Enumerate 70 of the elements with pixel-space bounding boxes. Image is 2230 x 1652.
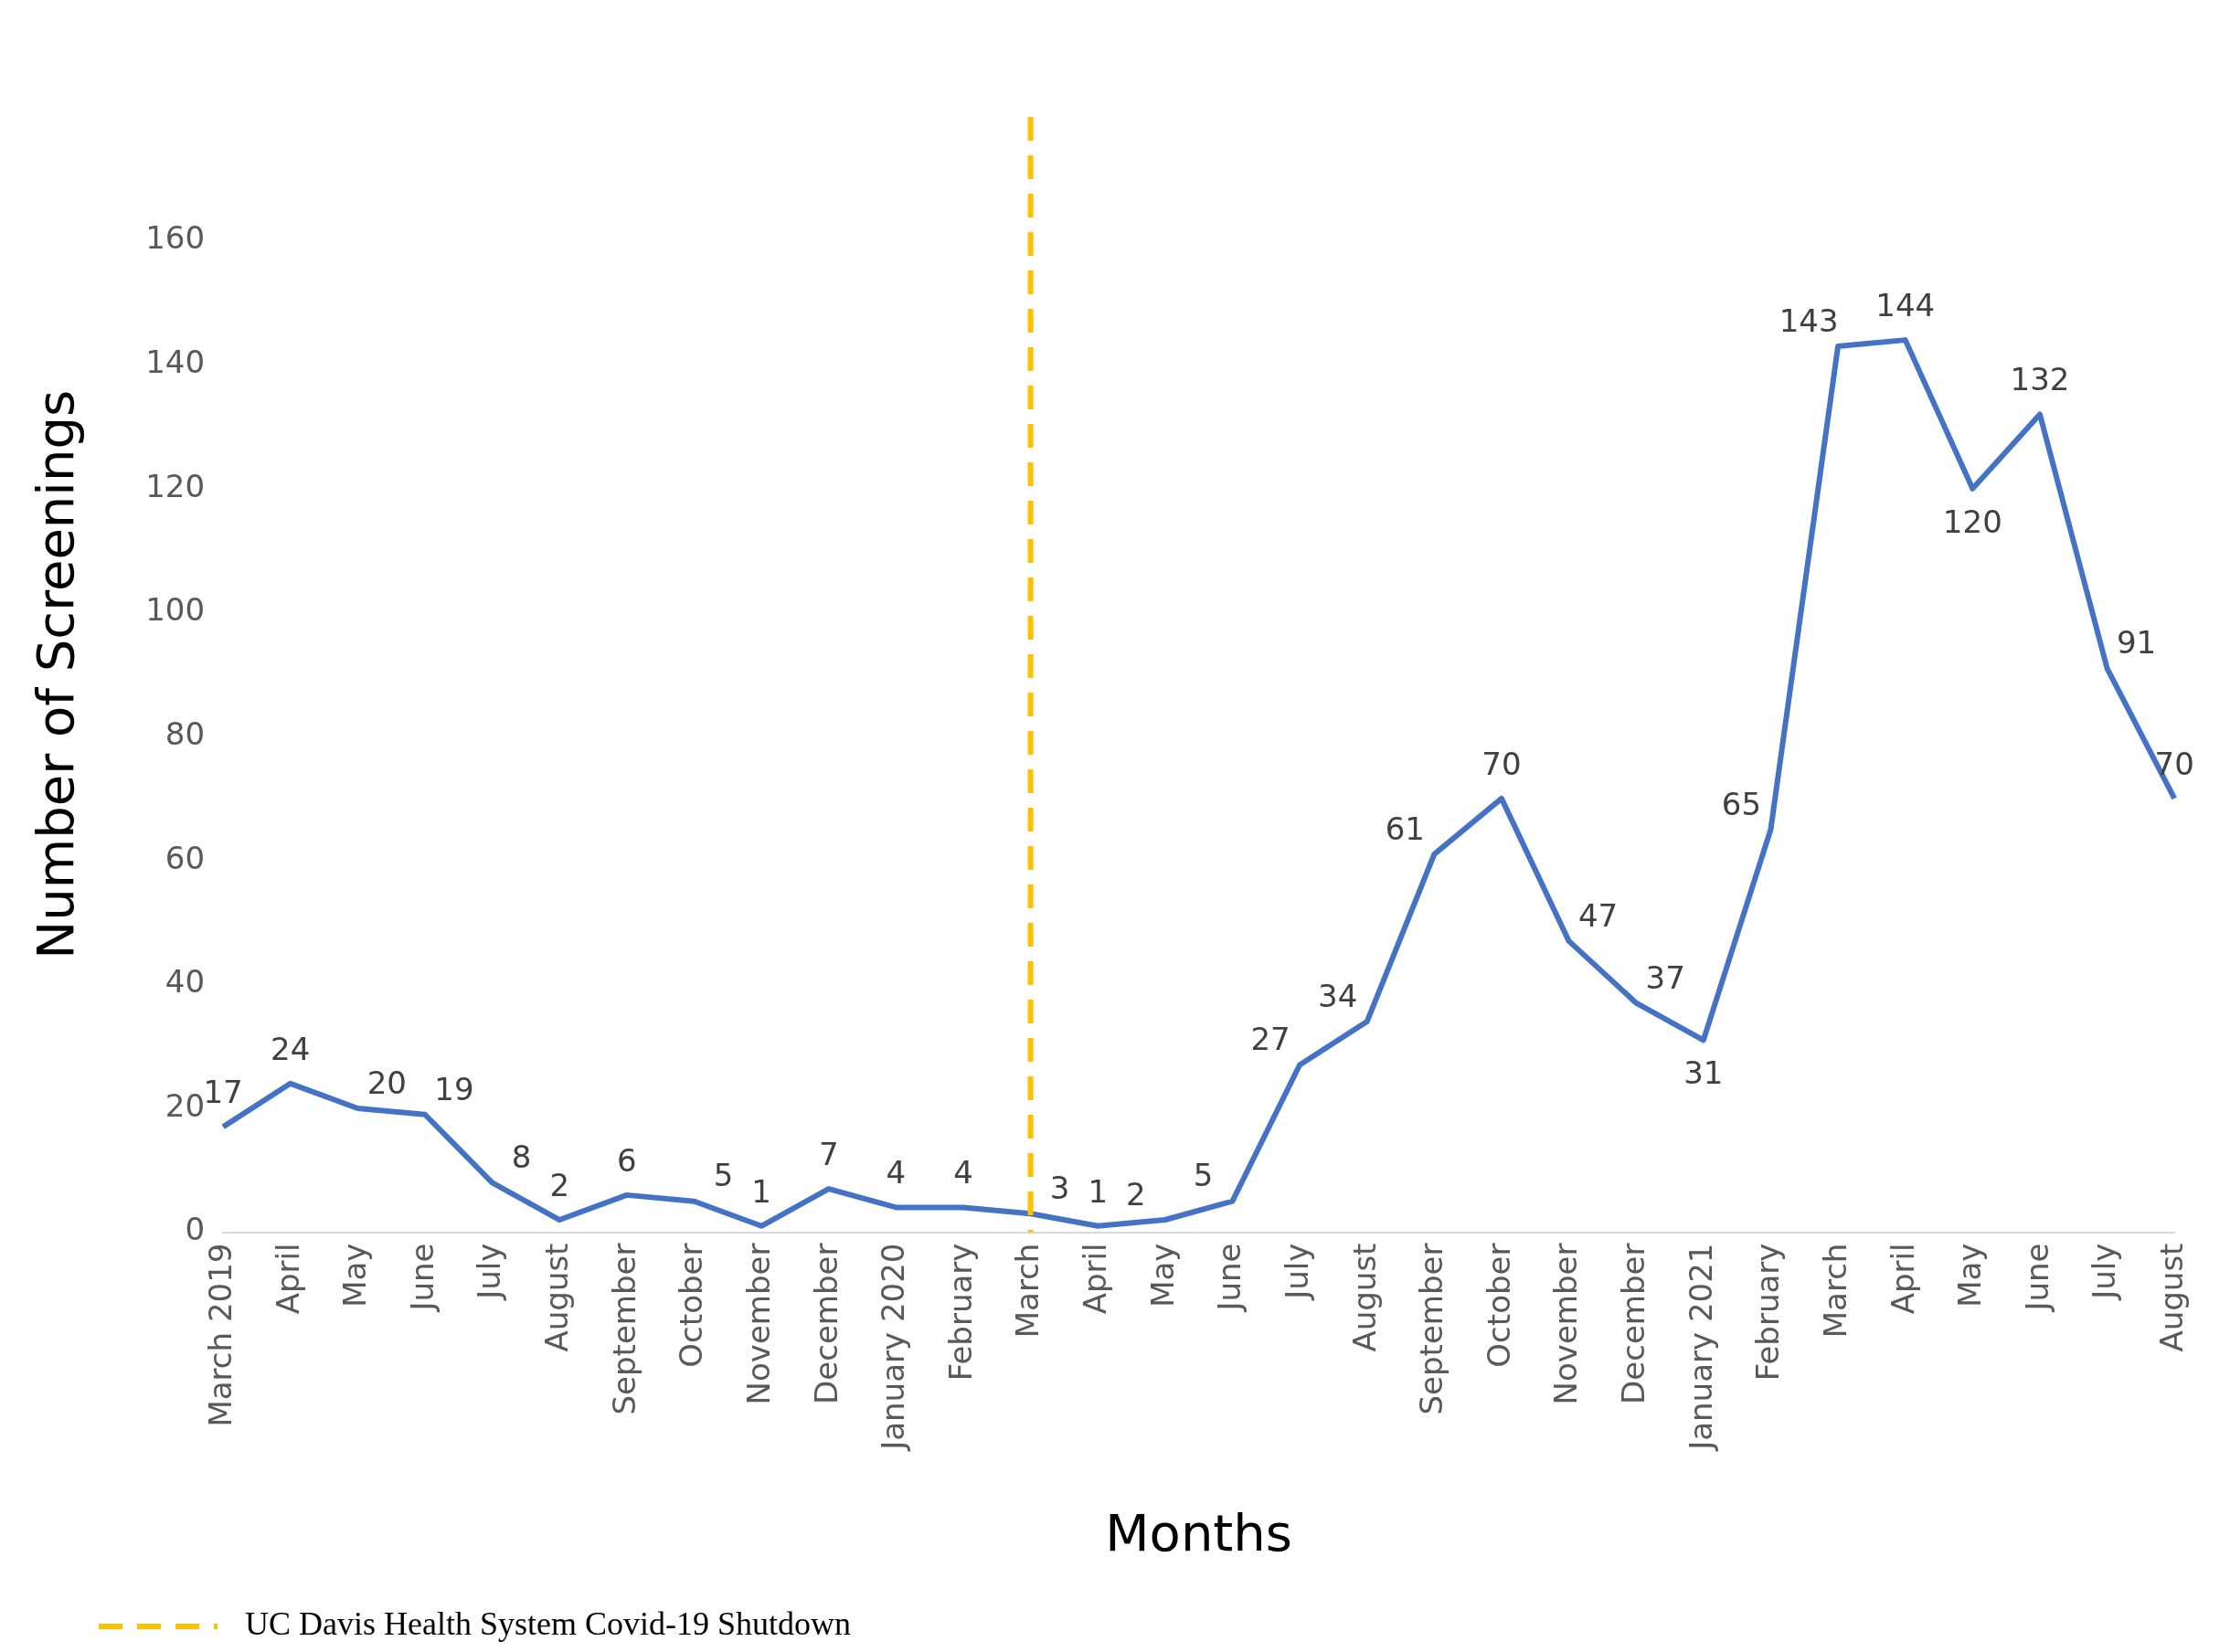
data-label: 91 xyxy=(2116,624,2157,662)
x-tick-label: May xyxy=(1143,1243,1181,1308)
x-tick-label: March xyxy=(1009,1243,1046,1339)
x-tick-label: February xyxy=(1749,1243,1787,1382)
x-tick-label: December xyxy=(1615,1243,1652,1404)
x-tick-label: June xyxy=(2018,1243,2055,1313)
y-tick-label: 40 xyxy=(165,963,206,1001)
x-tick-label: January 2020 xyxy=(875,1243,912,1452)
data-label: 37 xyxy=(1645,958,1685,996)
x-tick-label: April xyxy=(1077,1243,1114,1315)
data-label: 3 xyxy=(1049,1170,1070,1207)
data-label: 70 xyxy=(2154,745,2194,782)
data-label: 2 xyxy=(549,1166,570,1203)
y-tick-label: 80 xyxy=(165,715,206,752)
data-label: 1 xyxy=(751,1172,771,1210)
x-tick-label: March xyxy=(1816,1243,1853,1339)
data-label: 132 xyxy=(2010,361,2070,398)
data-label: 61 xyxy=(1385,810,1425,847)
y-tick-label: 160 xyxy=(145,219,206,257)
x-tick-label: October xyxy=(1480,1243,1517,1368)
x-tick-label: August xyxy=(1345,1243,1383,1352)
x-tick-label: November xyxy=(1547,1243,1585,1405)
data-label: 27 xyxy=(1250,1021,1290,1058)
data-label: 24 xyxy=(271,1030,311,1067)
x-tick-label: July xyxy=(471,1243,508,1301)
y-axis-title: Number of Screenings xyxy=(26,389,86,959)
data-label: 7 xyxy=(818,1135,839,1172)
x-tick-label: August xyxy=(2153,1243,2191,1352)
data-label: 65 xyxy=(1721,785,1762,822)
x-tick-label: December xyxy=(807,1243,844,1404)
x-tick-label: July xyxy=(1278,1243,1315,1301)
data-label: 4 xyxy=(886,1154,907,1191)
data-label: 5 xyxy=(713,1157,734,1194)
data-label: 2 xyxy=(1126,1175,1146,1213)
x-tick-label: May xyxy=(336,1243,374,1308)
data-label: 34 xyxy=(1318,977,1358,1014)
data-label: 1 xyxy=(1088,1172,1109,1210)
x-tick-label: April xyxy=(269,1243,306,1315)
y-tick-label: 60 xyxy=(165,839,206,876)
y-tick-label: 140 xyxy=(145,344,206,381)
data-label: 17 xyxy=(203,1074,243,1111)
data-label: 144 xyxy=(1875,286,1936,323)
data-label: 143 xyxy=(1779,302,1839,339)
data-label: 6 xyxy=(617,1141,637,1179)
data-label: 4 xyxy=(953,1154,973,1191)
data-label: 47 xyxy=(1577,896,1619,934)
x-tick-label: April xyxy=(1884,1243,1921,1315)
data-label: 31 xyxy=(1683,1054,1724,1092)
x-tick-label: October xyxy=(673,1243,710,1368)
x-tick-label: June xyxy=(1211,1243,1248,1313)
x-axis-title: Months xyxy=(1105,1502,1292,1562)
x-tick-label: February xyxy=(941,1243,979,1382)
data-label: 5 xyxy=(1193,1157,1214,1194)
data-label: 19 xyxy=(434,1070,474,1107)
data-label: 70 xyxy=(1481,745,1522,782)
data-label: 8 xyxy=(511,1138,532,1176)
x-tick-label: September xyxy=(1413,1243,1450,1415)
data-label: 20 xyxy=(366,1064,407,1101)
x-tick-label: August xyxy=(538,1243,576,1352)
data-label: 120 xyxy=(1942,503,2002,540)
x-tick-label: July xyxy=(2086,1243,2123,1301)
y-tick-label: 120 xyxy=(145,467,206,504)
x-tick-label: May xyxy=(1951,1243,1989,1308)
x-tick-label: January 2021 xyxy=(1682,1243,1719,1452)
y-tick-label: 20 xyxy=(165,1086,206,1124)
x-tick-label: September xyxy=(605,1243,642,1415)
x-tick-label: June xyxy=(403,1243,441,1313)
y-tick-label: 100 xyxy=(145,591,206,629)
legend-label: UC Davis Health System Covid-19 Shutdown xyxy=(245,1605,851,1643)
x-tick-label: November xyxy=(739,1243,777,1405)
